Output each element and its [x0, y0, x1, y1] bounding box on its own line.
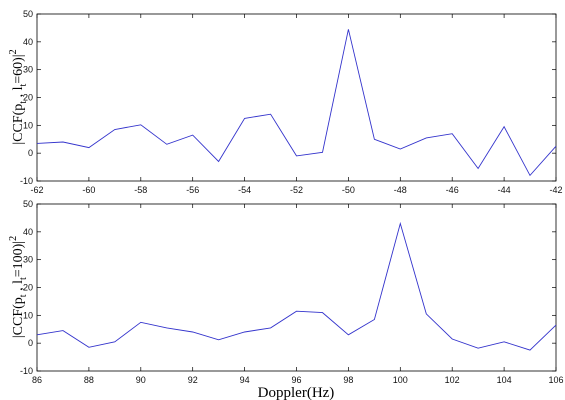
y-tick-label-top-3: 20	[23, 93, 33, 103]
plot-area-bottom	[36, 203, 557, 372]
x-tick-label-top-6: -50	[342, 185, 355, 195]
y-axis-label-bottom: |CCF(pt , lt=100)|2	[8, 236, 29, 338]
chart-panel-top: -62 -60 -58 -56 -54 -52 -50 -48 -46 -44 -42 -10 0 10 2…	[8, 9, 563, 195]
y-tick-label-top-0: -10	[20, 176, 33, 186]
y-axis-label-top: |CCF(pt , lt=60)|2	[8, 49, 29, 144]
ylabel-bottom-mid: , l	[11, 280, 26, 295]
x-tick-label-top-1: -60	[82, 185, 95, 195]
y-tick-label-top-1: 0	[28, 148, 33, 158]
x-tick-label-top-3: -56	[186, 185, 199, 195]
ylabel-top-sup: 2	[8, 49, 19, 54]
x-tick-label-top-7: -48	[394, 185, 407, 195]
ylabel-top-sub1: t	[18, 101, 29, 104]
y-tick-label-bottom-2: 10	[23, 310, 33, 320]
x-tick-label-top-5: -52	[290, 185, 303, 195]
y-tick-label-top-2: 10	[23, 120, 33, 130]
x-tick-label-bottom-8: 102	[445, 375, 460, 385]
y-tick-label-bottom-3: 20	[23, 283, 33, 293]
ylabel-top-pre: |CCF(p	[11, 104, 26, 145]
x-tick-label-bottom-4: 94	[240, 375, 250, 385]
ylabel-bottom-sup: 2	[8, 236, 19, 241]
y-tick-label-bottom-6: 50	[23, 199, 33, 209]
x-tick-label-top-8: -46	[446, 185, 459, 195]
ylabel-bottom-sub1: t	[18, 294, 29, 297]
x-tick-label-top-9: -44	[498, 185, 511, 195]
x-tick-label-top-2: -58	[134, 185, 147, 195]
x-tick-label-bottom-5: 96	[291, 375, 301, 385]
x-tick-label-bottom-1: 88	[84, 375, 94, 385]
ylabel-bottom-sub2: t	[18, 277, 29, 280]
x-tick-label-top-0: -62	[30, 185, 43, 195]
ylabel-bottom-post: =100)|	[11, 241, 26, 277]
x-tick-label-bottom-3: 92	[188, 375, 198, 385]
tick-layer-bottom: 86 88 90 92 94 96 98 100 102 104 106 -10 0 10 20 30 40 50	[20, 199, 564, 385]
x-tick-label-bottom-10: 106	[548, 375, 563, 385]
series-line-top	[36, 29, 557, 177]
tick-layer-top: -62 -60 -58 -56 -54 -52 -50 -48 -46 -44 -42 -10 0 10 2…	[20, 9, 563, 195]
ylabel-top-post: =60)|	[11, 54, 26, 83]
chart-panel-bottom: 86 88 90 92 94 96 98 100 102 104 106 -10 0 10 20 30 40 50…	[8, 199, 564, 400]
y-tick-label-top-6: 50	[23, 9, 33, 19]
ylabel-top-sub2: t	[18, 84, 29, 87]
y-tick-label-top-4: 30	[23, 65, 33, 75]
x-tick-label-top-4: -54	[238, 185, 251, 195]
x-tick-label-bottom-2: 90	[136, 375, 146, 385]
x-axis-label: Doppler(Hz)	[258, 385, 335, 400]
ylabel-bottom-pre: |CCF(p	[11, 297, 26, 338]
x-tick-label-bottom-0: 86	[32, 375, 42, 385]
plot-area-top	[36, 13, 557, 182]
x-tick-label-top-10: -42	[549, 185, 562, 195]
series-line-bottom	[36, 221, 557, 351]
x-tick-label-bottom-7: 100	[393, 375, 408, 385]
y-tick-label-bottom-5: 40	[23, 227, 33, 237]
y-tick-label-bottom-1: 0	[28, 338, 33, 348]
ylabel-top-mid: , l	[11, 86, 26, 101]
y-tick-label-bottom-4: 30	[23, 255, 33, 265]
x-tick-label-bottom-9: 104	[497, 375, 512, 385]
x-tick-label-bottom-6: 98	[343, 375, 353, 385]
y-tick-label-top-5: 40	[23, 37, 33, 47]
y-tick-label-bottom-0: -10	[20, 366, 33, 376]
